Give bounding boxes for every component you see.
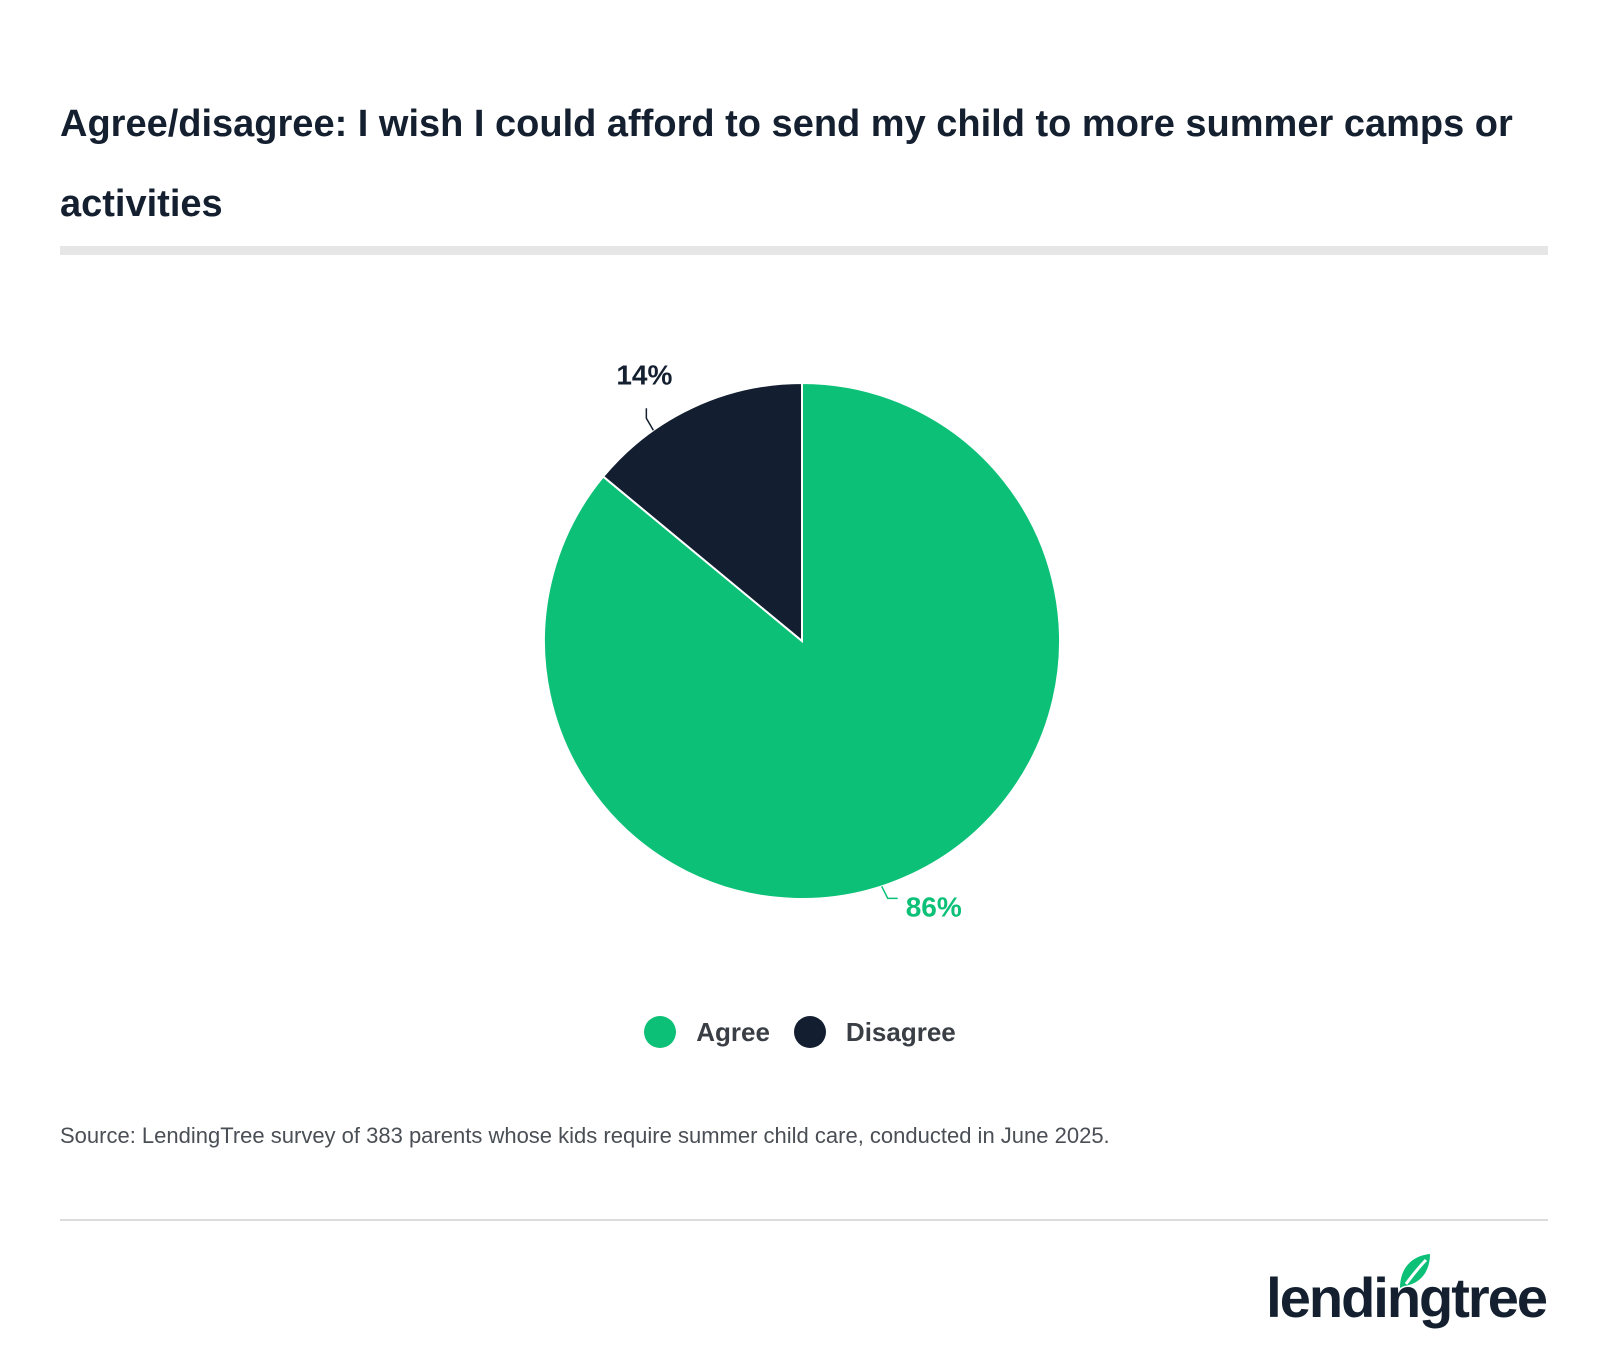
leaf-icon [1400,1254,1430,1288]
legend-swatch-agree [644,1016,677,1048]
chart-title: Agree/disagree: I wish I could afford to… [60,103,1513,225]
source-note: Source: LendingTree survey of 383 parent… [60,1123,1110,1148]
legend-swatch-disagree [793,1016,826,1048]
title-divider [60,246,1548,255]
footer-divider [60,1219,1548,1221]
legend-label-agree: Agree [696,1016,770,1047]
leader-line-agree [881,886,898,900]
legend-label-disagree: Disagree [845,1016,956,1047]
pie-slice-disagree [601,381,803,644]
leader-line-disagree [645,408,654,431]
chart-legend: Agree Disagree [0,1012,1600,1052]
logo-wordmark: lendingtree [1266,1266,1548,1329]
pie-chart: 86% 14% [543,359,1061,922]
data-label-agree: 86% [906,891,962,922]
lendingtree-logo: lendingtree [1266,1250,1548,1334]
legend-item-agree: Agree [644,1016,770,1048]
legend-item-disagree: Disagree [793,1016,956,1048]
data-label-disagree: 14% [616,359,672,390]
